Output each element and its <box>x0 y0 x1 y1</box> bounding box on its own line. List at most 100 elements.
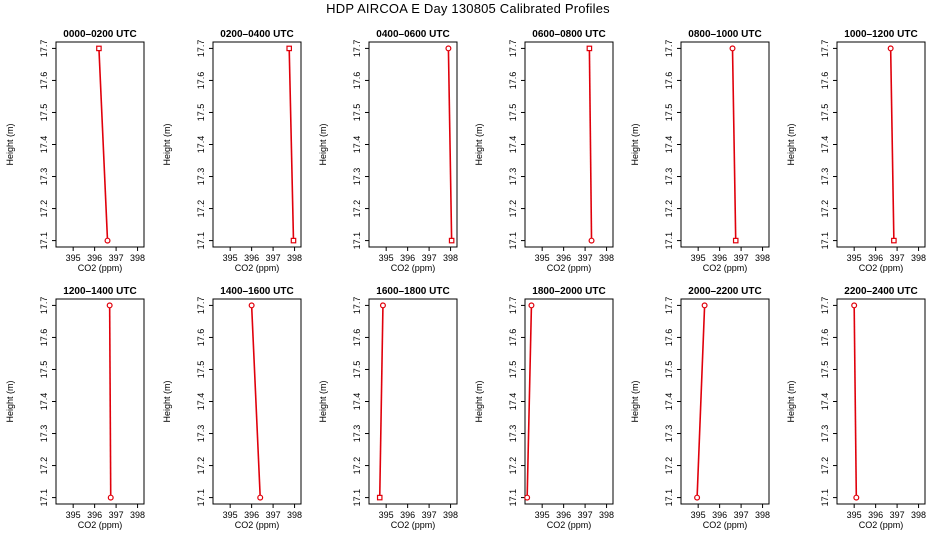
panel-title: 1000–1200 UTC <box>844 29 917 40</box>
panel-title: 0000–0200 UTC <box>63 29 136 40</box>
y-tick-label: 17.1 <box>352 489 362 507</box>
y-tick-label: 17.4 <box>352 393 362 411</box>
y-tick-label: 17.6 <box>352 72 362 90</box>
y-tick-label: 17.5 <box>352 104 362 122</box>
y-tick-label: 17.3 <box>196 168 206 186</box>
y-tick-label: 17.7 <box>508 297 518 315</box>
data-point-circle <box>379 302 386 309</box>
y-tick-label: 17.2 <box>508 200 518 218</box>
y-axis-label: Height (m) <box>162 123 172 165</box>
plot-frame <box>368 41 458 248</box>
x-tick-label: 395 <box>66 253 81 263</box>
y-tick-label: 17.5 <box>664 104 674 122</box>
x-tick-label: 398 <box>130 253 145 263</box>
y-tick-label: 17.5 <box>820 361 830 379</box>
y-tick-label: 17.6 <box>820 72 830 90</box>
y-tick-label: 17.4 <box>820 393 830 411</box>
data-point-circle <box>694 494 701 501</box>
x-tick-label: 398 <box>755 253 770 263</box>
y-axis-label: Height (m) <box>786 123 796 165</box>
data-point-square <box>96 45 102 52</box>
profile-line <box>447 48 453 241</box>
y-tick-label: 17.1 <box>820 489 830 507</box>
y-tick-label: 17.6 <box>508 72 518 90</box>
data-point-circle <box>588 237 595 244</box>
y-axis-label: Height (m) <box>630 123 640 165</box>
data-point-square <box>732 237 739 244</box>
panel-title: 1800–2000 UTC <box>532 286 605 297</box>
y-tick-label: 17.2 <box>352 457 362 475</box>
x-axis-label: CO2 (ppm) <box>859 263 904 273</box>
data-point-circle <box>887 45 894 52</box>
y-tick-label: 17.5 <box>196 361 206 379</box>
y-tick-label: 17.2 <box>508 457 518 475</box>
profile-line <box>250 305 262 498</box>
data-point-circle <box>248 302 255 309</box>
y-tick-label: 17.4 <box>196 136 206 154</box>
data-point-circle <box>528 302 535 309</box>
x-tick-label: 396 <box>556 253 571 263</box>
panel-11: 2000–2200 UTC 395 396 397 398 17.1 17.2 17.3 17.… <box>630 286 770 530</box>
panel-10: 1800–2000 UTC 395 396 397 398 17.1 17.2 17.3 17.… <box>474 286 614 530</box>
y-tick-label: 17.3 <box>820 425 830 443</box>
y-tick-label: 17.4 <box>820 136 830 154</box>
profile-line <box>853 305 858 498</box>
x-tick-label: 395 <box>691 510 706 520</box>
x-tick-label: 398 <box>599 253 614 263</box>
y-tick-label: 17.1 <box>664 232 674 250</box>
y-tick-label: 17.5 <box>196 104 206 122</box>
x-tick-label: 396 <box>87 510 102 520</box>
data-point-circle <box>106 302 113 309</box>
data-point-square <box>586 45 593 52</box>
y-tick-label: 17.3 <box>664 168 674 186</box>
y-tick-label: 17.4 <box>508 136 518 154</box>
x-axis-label: CO2 (ppm) <box>78 263 123 273</box>
y-tick-label: 17.3 <box>820 168 830 186</box>
x-tick-label: 396 <box>244 253 259 263</box>
x-tick-label: 398 <box>443 510 458 520</box>
y-tick-label: 17.2 <box>196 200 206 218</box>
plot-frame <box>524 41 614 248</box>
panel-title: 0200–0400 UTC <box>220 29 293 40</box>
x-tick-label: 397 <box>578 253 593 263</box>
x-tick-label: 395 <box>691 253 706 263</box>
x-axis-label: CO2 (ppm) <box>391 520 436 530</box>
y-tick-label: 17.3 <box>196 425 206 443</box>
x-tick-label: 398 <box>287 510 302 520</box>
x-tick-label: 395 <box>847 510 862 520</box>
x-axis-label: CO2 (ppm) <box>859 520 904 530</box>
x-tick-label: 397 <box>890 510 905 520</box>
x-tick-label: 396 <box>712 510 727 520</box>
x-axis-label: CO2 (ppm) <box>235 520 280 530</box>
y-tick-label: 17.7 <box>39 297 49 315</box>
panel-7: 1200–1400 UTC 395 396 397 398 17.1 17.2 17.3 17.… <box>5 286 145 530</box>
y-axis-label: Height (m) <box>630 380 640 422</box>
data-point-circle <box>524 494 531 501</box>
y-tick-label: 17.3 <box>39 425 49 443</box>
y-tick-label: 17.5 <box>352 361 362 379</box>
panel-title: 1400–1600 UTC <box>220 286 293 297</box>
x-tick-label: 395 <box>535 510 550 520</box>
plot-frame <box>212 41 302 248</box>
profile-line <box>288 48 295 241</box>
panel-title: 1200–1400 UTC <box>63 286 136 297</box>
data-point-circle <box>853 494 860 501</box>
plot-frame <box>55 298 145 505</box>
y-tick-label: 17.4 <box>664 393 674 411</box>
x-tick-label: 397 <box>266 510 281 520</box>
panel-title: 2000–2200 UTC <box>688 286 761 297</box>
panel-9: 1600–1800 UTC 395 396 397 398 17.1 17.2 17.3 17.… <box>318 286 458 530</box>
profile-line <box>98 48 109 241</box>
y-tick-label: 17.7 <box>664 297 674 315</box>
y-tick-label: 17.2 <box>664 200 674 218</box>
x-tick-label: 395 <box>847 253 862 263</box>
x-tick-label: 395 <box>66 510 81 520</box>
y-tick-label: 17.3 <box>352 168 362 186</box>
y-tick-label: 17.7 <box>820 40 830 58</box>
y-tick-label: 17.7 <box>196 297 206 315</box>
data-point-circle <box>445 45 452 52</box>
x-axis-label: CO2 (ppm) <box>78 520 123 530</box>
x-tick-label: 397 <box>422 253 437 263</box>
x-tick-label: 398 <box>599 510 614 520</box>
